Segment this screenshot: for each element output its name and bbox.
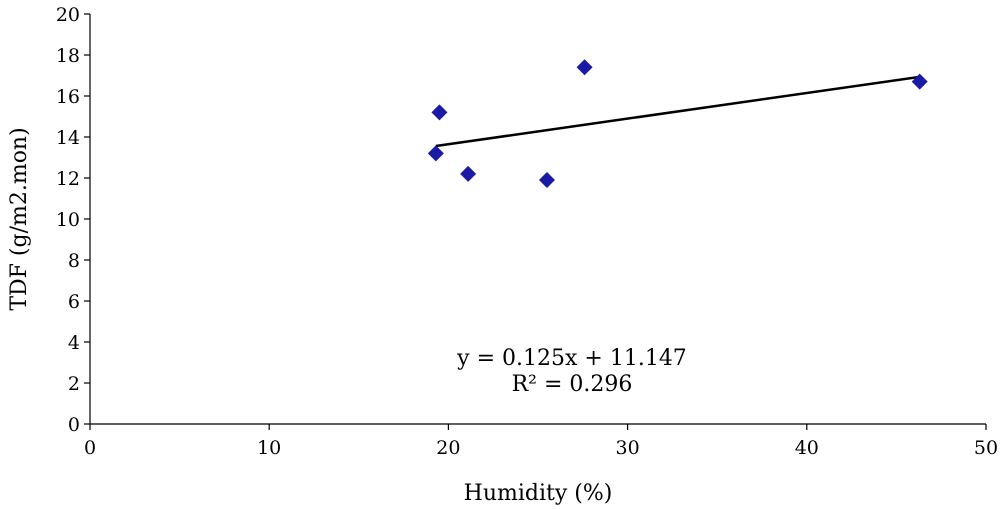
y-tick-label: 14 [56,127,80,149]
x-tick-label: 20 [436,437,460,459]
data-points [427,59,928,189]
y-tick-label: 12 [56,168,80,190]
x-ticks: 0 10 20 30 40 50 [84,424,998,459]
y-tick-label: 4 [68,332,80,354]
x-tick-label: 50 [974,437,998,459]
data-point [460,165,477,182]
y-tick-label: 2 [68,373,80,395]
x-tick-label: 0 [84,437,96,459]
y-axis-title: TDF (g/m2.mon) [7,127,32,310]
y-tick-label: 10 [56,209,80,231]
y-tick-label: 8 [68,250,80,272]
trendline [435,75,920,148]
data-point [427,145,444,162]
y-tick-label: 18 [56,45,80,67]
trendline-equation: y = 0.125x + 11.147 [456,346,687,371]
data-point [538,172,555,189]
x-axis-title: Humidity (%) [464,481,613,506]
y-tick-label: 20 [56,4,80,26]
y-tick-label: 0 [68,414,80,436]
y-tick-label: 16 [56,86,80,108]
y-tick-label: 6 [68,291,80,313]
data-point [576,59,593,76]
data-point [911,73,928,90]
y-ticks: 0 2 4 6 8 10 12 14 16 18 20 [56,4,90,436]
data-point [431,104,448,121]
x-tick-label: 40 [795,437,819,459]
x-tick-label: 10 [257,437,281,459]
x-tick-label: 30 [616,437,640,459]
r-squared-label: R² = 0.296 [512,372,633,397]
